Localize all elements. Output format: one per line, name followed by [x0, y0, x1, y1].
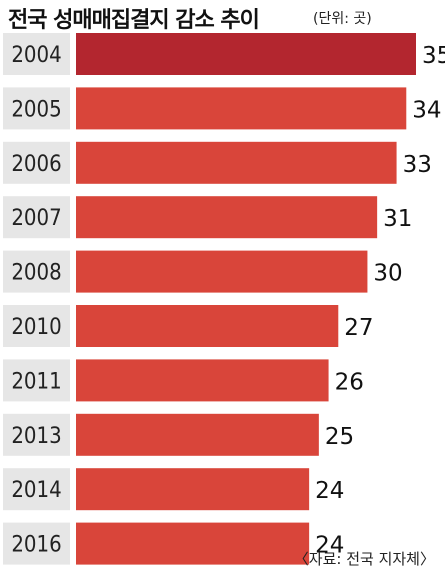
category-label-bg: [3, 196, 70, 239]
chart-title: 전국 성매매집결지 감소 추이: [8, 8, 260, 33]
category-label: 2005: [11, 97, 61, 122]
bar: [76, 305, 339, 347]
category-label: 2008: [11, 261, 61, 286]
bar: [76, 141, 397, 184]
value-label: 34: [412, 97, 441, 123]
category-label-bg: [3, 33, 70, 75]
bar: [76, 359, 329, 402]
bar: [76, 522, 310, 565]
unit-label: (단위: 곳): [313, 11, 372, 27]
category-label-bg: [3, 522, 70, 565]
category-label-bg: [3, 250, 70, 293]
category-label: 2010: [11, 315, 61, 340]
value-label: 26: [335, 369, 364, 395]
category-label: 2004: [11, 43, 61, 68]
value-label: 31: [383, 206, 412, 232]
value-label: 24: [315, 533, 344, 559]
bar: [76, 33, 416, 75]
bar: [76, 468, 310, 511]
category-label: 2006: [11, 152, 61, 177]
bar: [76, 413, 319, 456]
category-label-bg: [3, 305, 70, 347]
value-label: 27: [344, 315, 373, 341]
bar: [76, 87, 407, 130]
category-label-bg: [3, 87, 70, 130]
bar: [76, 250, 368, 293]
category-label-bg: [3, 413, 70, 456]
category-label: 2007: [11, 206, 61, 231]
value-label: 35: [422, 43, 445, 69]
category-label: 2016: [11, 533, 61, 558]
category-label-bg: [3, 468, 70, 511]
category-label: 2013: [11, 424, 61, 449]
category-label-bg: [3, 359, 70, 402]
value-label: 24: [315, 478, 344, 504]
value-label: 25: [325, 424, 354, 450]
category-label-bg: [3, 141, 70, 184]
bar: [76, 196, 378, 239]
source-note: 〈자료: 전국 지자체〉: [293, 550, 435, 568]
value-label: 30: [373, 261, 402, 287]
value-label: 33: [403, 152, 432, 178]
category-label: 2014: [11, 478, 61, 503]
category-label: 2011: [11, 369, 61, 394]
